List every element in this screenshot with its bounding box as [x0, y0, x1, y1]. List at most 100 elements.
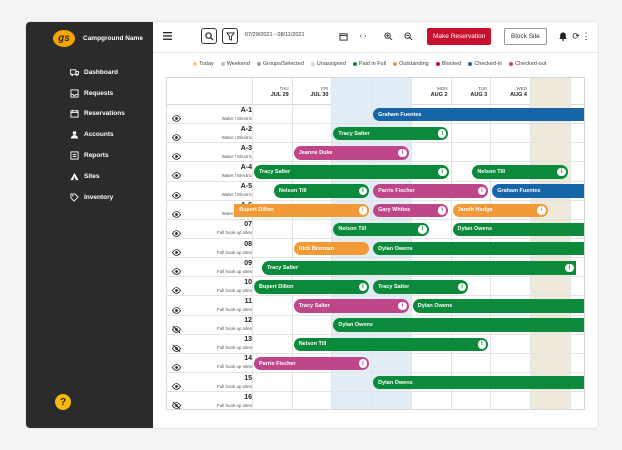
- site-name[interactable]: 08: [244, 240, 252, 248]
- reservation-bar[interactable]: Dylan Owens: [452, 222, 584, 237]
- info-icon[interactable]: i: [358, 282, 368, 292]
- eye-icon[interactable]: [171, 378, 182, 390]
- prev-next-arrows[interactable]: ‹ ›: [359, 32, 367, 40]
- site-name[interactable]: 13: [244, 336, 252, 344]
- eye-icon[interactable]: [171, 282, 182, 295]
- eye-icon[interactable]: [171, 187, 182, 199]
- reservation-bar[interactable]: Dylan Owens: [333, 318, 584, 332]
- sidebar-item-label: Sites: [84, 172, 100, 180]
- zoom-out-icon[interactable]: [402, 30, 414, 42]
- site-name[interactable]: A-2: [240, 125, 252, 133]
- eye-off-icon[interactable]: [171, 397, 182, 409]
- info-icon[interactable]: i: [437, 129, 447, 138]
- info-icon[interactable]: i: [537, 206, 546, 215]
- info-icon[interactable]: i: [418, 225, 427, 234]
- day-of-week: FRI: [321, 86, 329, 91]
- eye-icon[interactable]: [171, 359, 182, 371]
- reservation-bar[interactable]: Nelson Till i: [472, 165, 568, 179]
- info-icon[interactable]: i: [398, 148, 407, 158]
- filter-button[interactable]: [222, 28, 238, 44]
- reservation-bar[interactable]: Tracy Salter i: [261, 261, 576, 275]
- info-icon[interactable]: i: [477, 340, 487, 349]
- reservation-bar[interactable]: Bupert Dillon i: [234, 203, 370, 218]
- info-icon[interactable]: i: [437, 206, 447, 215]
- campground-name[interactable]: Campground Name: [83, 35, 143, 42]
- reservation-bar[interactable]: Jareth Hodge i: [452, 203, 548, 218]
- reservation-bar[interactable]: Nelson Till i: [273, 184, 370, 198]
- eye-icon[interactable]: [171, 129, 182, 141]
- reservation-bar[interactable]: Jeanne Duke i: [293, 146, 409, 160]
- site-name[interactable]: 16: [244, 393, 252, 401]
- site-name[interactable]: A-1: [240, 106, 252, 114]
- sidebar-item-dashboard[interactable]: Dashboard: [70, 62, 125, 83]
- reservation-bar[interactable]: Tracy Salter i: [293, 299, 409, 313]
- info-icon[interactable]: i: [477, 186, 487, 196]
- info-icon[interactable]: i: [398, 301, 407, 311]
- block-site-button[interactable]: Block Site: [504, 28, 547, 45]
- sidebar-item-requests[interactable]: Requests: [70, 83, 125, 104]
- app-logo[interactable]: gs: [53, 30, 75, 47]
- site-name[interactable]: 09: [244, 259, 252, 267]
- reservation-bar[interactable]: Dylan Owens: [412, 299, 584, 313]
- site-description: Water / Electric: [221, 134, 252, 140]
- reservation-bar[interactable]: Bupert Dillon i: [254, 280, 370, 294]
- info-icon[interactable]: i: [438, 167, 447, 177]
- reservation-bar[interactable]: Tracy Salter i: [373, 280, 469, 294]
- sidebar-item-accounts[interactable]: Accounts: [70, 124, 125, 145]
- sidebar-item-inventory[interactable]: Inventory: [70, 187, 125, 208]
- reservation-bar[interactable]: Tracy Salter i: [254, 165, 449, 179]
- eye-icon[interactable]: [171, 244, 182, 256]
- site-name[interactable]: 07: [244, 221, 252, 229]
- bell-icon[interactable]: [557, 30, 569, 42]
- eye-icon[interactable]: [171, 302, 182, 314]
- reservation-bar[interactable]: Parris Fischer i: [373, 184, 489, 198]
- date-range[interactable]: 07/29/2021 - 08/11/2021: [245, 32, 305, 38]
- reservation-bar[interactable]: Graham Fuentes: [373, 107, 584, 122]
- reservation-bar[interactable]: Dylan Owens: [373, 375, 584, 390]
- eye-icon[interactable]: [171, 206, 182, 218]
- site-row: A-1 Water / Electric: [167, 105, 584, 125]
- site-name[interactable]: 15: [244, 374, 252, 382]
- site-name[interactable]: A-4: [240, 163, 252, 171]
- site-name[interactable]: 11: [244, 298, 252, 305]
- reservation-bar[interactable]: Parris Fischer i: [254, 356, 370, 371]
- guest-name: Nelson Till: [278, 188, 307, 195]
- site-name[interactable]: 14: [244, 355, 252, 363]
- reservation-bar[interactable]: Nelson Till i: [293, 337, 489, 352]
- eye-icon[interactable]: [171, 225, 182, 237]
- reservation-bar[interactable]: Gary Whites i: [373, 203, 449, 218]
- reservation-bar[interactable]: Tracy Salter i: [333, 126, 449, 141]
- info-icon[interactable]: i: [358, 206, 368, 215]
- site-description: Full hook up sites: [216, 307, 252, 312]
- site-name[interactable]: 10: [244, 278, 252, 286]
- eye-off-icon[interactable]: [171, 340, 182, 353]
- eye-icon[interactable]: [171, 148, 182, 161]
- menu-icon[interactable]: [161, 30, 173, 42]
- info-icon[interactable]: i: [565, 263, 574, 272]
- zoom-in-icon[interactable]: [382, 30, 394, 42]
- search-button[interactable]: [201, 28, 217, 44]
- info-icon[interactable]: i: [358, 186, 368, 196]
- reservation-bar[interactable]: Nelson Till i: [333, 222, 429, 237]
- info-icon[interactable]: i: [358, 359, 368, 368]
- calendar-picker-icon[interactable]: [337, 30, 349, 42]
- refresh-icon[interactable]: ⟳: [572, 30, 580, 41]
- more-vertical-icon[interactable]: ⋮: [581, 30, 591, 41]
- sidebar-item-sites[interactable]: Sites: [70, 166, 125, 187]
- make-reservation-button[interactable]: Make Reservation: [427, 28, 492, 45]
- sidebar-item-reservations[interactable]: Reservations: [70, 104, 125, 125]
- eye-icon[interactable]: [171, 263, 182, 275]
- reservation-bar[interactable]: Graham Fuentes: [492, 184, 584, 198]
- eye-off-icon[interactable]: [171, 321, 182, 334]
- eye-icon[interactable]: [171, 167, 182, 180]
- reservation-bar[interactable]: Dylan Owens: [373, 241, 584, 256]
- site-name[interactable]: A-5: [240, 183, 252, 191]
- sidebar-item-reports[interactable]: Reports: [70, 145, 125, 166]
- info-icon[interactable]: i: [457, 282, 467, 292]
- info-icon[interactable]: i: [557, 167, 566, 177]
- reservation-bar[interactable]: Rick Brennan: [293, 241, 370, 256]
- help-button[interactable]: ?: [55, 394, 71, 410]
- eye-icon[interactable]: [171, 110, 182, 122]
- site-name[interactable]: 12: [244, 317, 252, 325]
- site-name[interactable]: A-3: [240, 144, 252, 152]
